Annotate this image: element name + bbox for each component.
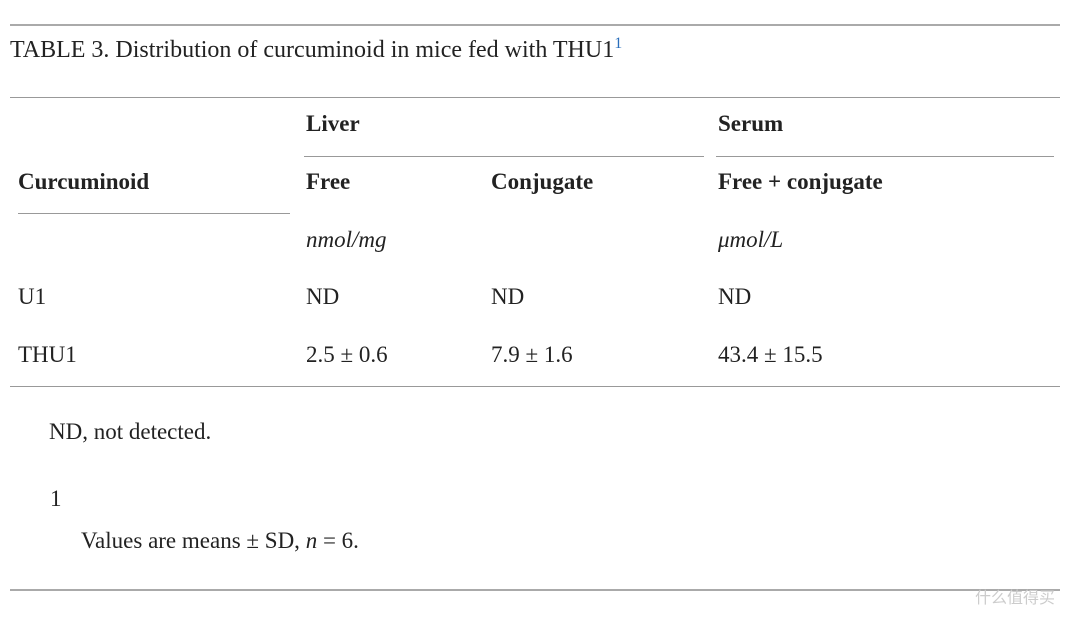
cell: 2.5 ± 0.6 — [306, 342, 388, 367]
footnote: Values are means ± SD, n = 6. — [81, 527, 359, 555]
footnote: ND, not detected. — [49, 419, 212, 444]
note-text: n — [305, 528, 318, 553]
cell: 7.9 ± 1.6 — [491, 342, 573, 367]
title-text: TABLE 3. Distribution of curcuminoid in … — [10, 37, 615, 63]
group-header: Liver — [306, 111, 360, 136]
cell: ND — [718, 284, 752, 309]
cell: 43.4 ± 15.5 — [718, 342, 823, 367]
note-text: Values are means ± SD, — [81, 528, 306, 553]
rule — [304, 156, 704, 157]
rule — [10, 24, 1060, 26]
rule — [10, 97, 1060, 98]
group-header: Serum — [718, 111, 784, 136]
rule — [716, 156, 1054, 157]
column-header: Free — [306, 169, 351, 194]
unit: nmol/mg — [306, 227, 387, 252]
footnote-marker: 1 — [50, 486, 62, 511]
cell: ND — [491, 284, 525, 309]
column-header: Curcuminoid — [18, 169, 150, 194]
rule — [18, 213, 290, 214]
table-title: TABLE 3. Distribution of curcuminoid in … — [10, 30, 622, 64]
row-label: U1 — [18, 284, 47, 309]
rule — [10, 386, 1060, 387]
column-header: Conjugate — [491, 169, 594, 194]
cell: ND — [306, 284, 340, 309]
note-text: = 6. — [317, 528, 359, 553]
row-label: THU1 — [18, 342, 77, 367]
unit: μmol/L — [718, 227, 784, 252]
rule — [10, 589, 1060, 591]
watermark: 什么值得买 — [975, 588, 1056, 607]
footnote-ref[interactable]: 1 — [614, 35, 623, 52]
column-header: Free + conjugate — [718, 169, 883, 194]
